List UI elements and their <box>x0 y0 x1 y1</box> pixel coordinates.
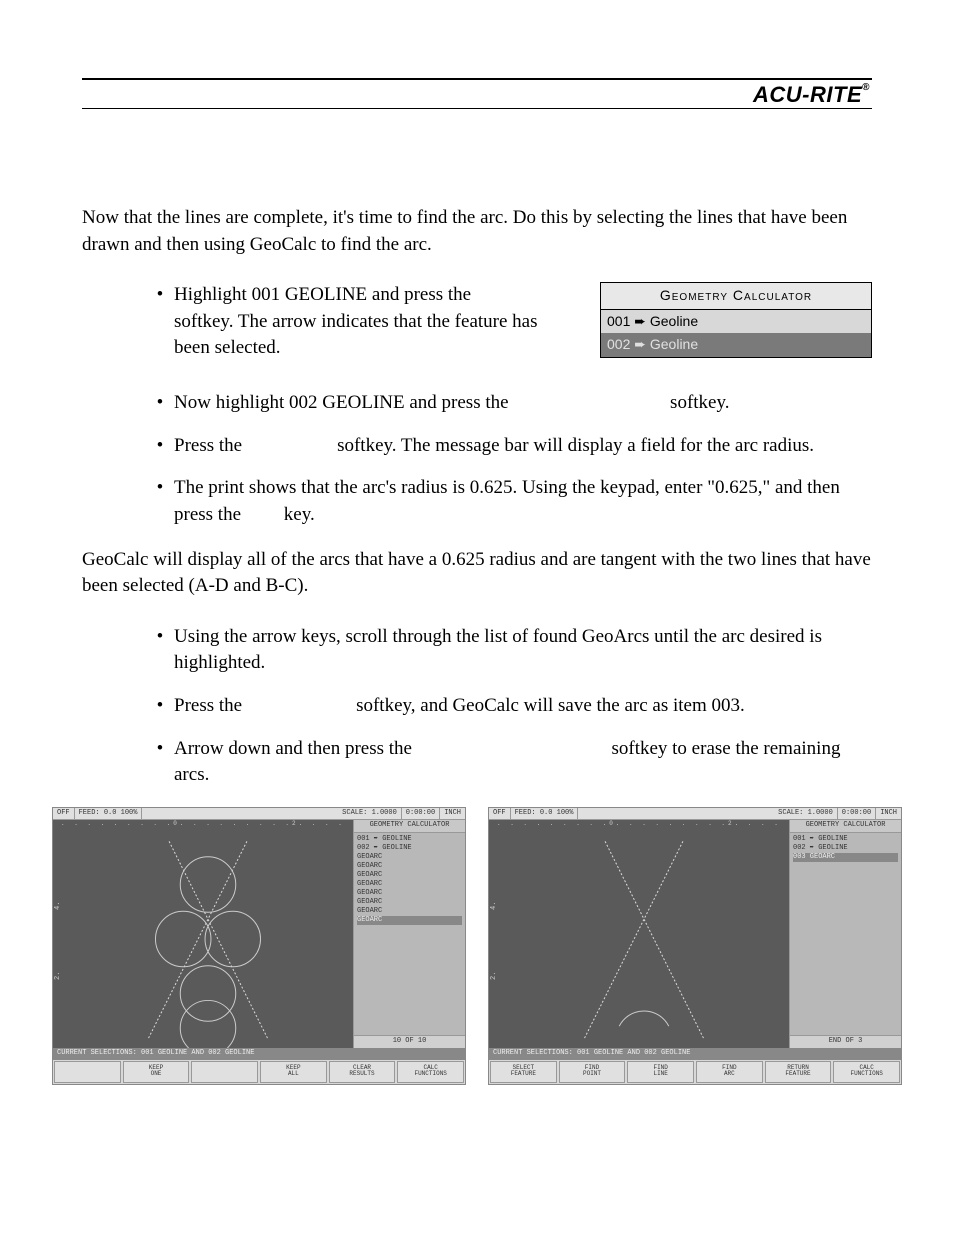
topbar-off: OFF <box>53 808 75 819</box>
side-panel-right: GEOMETRY CALCULATOR 001 ➨ GEOLINE002 ➨ G… <box>789 820 901 1048</box>
bullet-icon: • <box>146 475 174 502</box>
list-item: 002 ➨ GEOLINE <box>793 844 898 853</box>
list-item: GEOARC <box>357 898 462 907</box>
side-footer: END OF 3 <box>790 1035 901 1048</box>
list-item: GEOARC <box>357 853 462 862</box>
topbar: OFF FEED: 0.0 100% SCALE: 1.0000 0:00:00… <box>53 808 465 820</box>
topbar-scale: SCALE: 1.0000 <box>338 808 402 819</box>
topbar-time: 0:00:00 <box>402 808 440 819</box>
bullet-icon: • <box>146 433 174 460</box>
calc-title: Geometry Calculator <box>601 283 871 310</box>
brand-logo: ACU-RITE® <box>82 82 872 108</box>
bullet-icon: • <box>146 736 174 763</box>
ruler-top: . . . . . . . . .0. . . . . . . . .2. . … <box>53 820 353 830</box>
geometry-calculator-inset: Geometry Calculator 001 ➨ Geoline 002 ➨ … <box>600 282 872 358</box>
list-item: GEOARC <box>357 916 462 925</box>
statusbar-right: CURRENT SELECTIONS: 001 GEOLINE AND 002 … <box>489 1048 901 1060</box>
header-rule-top <box>82 78 872 80</box>
softkey-button[interactable]: SELECTFEATURE <box>490 1061 557 1083</box>
side-title: GEOMETRY CALCULATOR <box>790 820 901 833</box>
bullet-icon: • <box>146 624 174 651</box>
softkey-button[interactable]: CLEARRESULTS <box>329 1061 396 1083</box>
softkey-button[interactable]: KEEPALL <box>260 1061 327 1083</box>
bullet-text-3: Press the softkey. The message bar will … <box>174 433 872 460</box>
softkey-button[interactable]: CALCFUNCTIONS <box>397 1061 464 1083</box>
list-item: GEOARC <box>357 862 462 871</box>
topbar-off: OFF <box>489 808 511 819</box>
softkey-button[interactable]: FINDLINE <box>627 1061 694 1083</box>
geometry-drawing-right <box>499 830 789 1048</box>
mid-paragraph: GeoCalc will display all of the arcs tha… <box>82 547 872 600</box>
list-item: 001 ➨ GEOLINE <box>357 835 462 844</box>
ruler-left: 4. 2. <box>53 820 63 1048</box>
screenshot-left: OFF FEED: 0.0 100% SCALE: 1.0000 0:00:00… <box>52 807 466 1085</box>
softkey-button[interactable]: FINDARC <box>696 1061 763 1083</box>
softkey-button[interactable]: RETURNFEATURE <box>765 1061 832 1083</box>
geometry-drawing-left <box>63 830 353 1048</box>
bullet-icon: • <box>146 693 174 720</box>
softkey-button[interactable]: KEEPONE <box>123 1061 190 1083</box>
topbar: OFF FEED: 0.0 100% SCALE: 1.0000 0:00:00… <box>489 808 901 820</box>
list-item: 001 ➨ GEOLINE <box>793 835 898 844</box>
topbar-feed: FEED: 0.0 100% <box>511 808 579 819</box>
side-panel-left: GEOMETRY CALCULATOR 001 ➨ GEOLINE002 ➨ G… <box>353 820 465 1048</box>
statusbar-left: CURRENT SELECTIONS: 001 GEOLINE AND 002 … <box>53 1048 465 1060</box>
side-title: GEOMETRY CALCULATOR <box>354 820 465 833</box>
ruler-top: . . . . . . . . .0. . . . . . . . .2. . … <box>489 820 789 830</box>
list-item: GEOARC <box>357 907 462 916</box>
bullet-text-1: Highlight 001 GEOLINE and press the soft… <box>174 282 574 362</box>
bullet-text-5: Using the arrow keys, scroll through the… <box>174 624 872 677</box>
list-item: 002 ➨ GEOLINE <box>357 844 462 853</box>
calc-row-002: 002 ➨ Geoline <box>601 333 871 357</box>
topbar-feed: FEED: 0.0 100% <box>75 808 143 819</box>
list-item: 003 GEOARC <box>793 853 898 862</box>
list-item: GEOARC <box>357 880 462 889</box>
header-rule-bottom <box>82 108 872 109</box>
topbar-time: 0:00:00 <box>838 808 876 819</box>
softkeys-left: KEEPONE KEEPALLCLEARRESULTSCALCFUNCTIONS <box>53 1060 465 1084</box>
side-footer: 10 OF 10 <box>354 1035 465 1048</box>
canvas-left: . . . . . . . . .0. . . . . . . . .2. . … <box>53 820 353 1048</box>
softkeys-right: SELECTFEATUREFINDPOINTFINDLINEFINDARCRET… <box>489 1060 901 1084</box>
softkey-button[interactable]: FINDPOINT <box>559 1061 626 1083</box>
bullet-text-2: Now highlight 002 GEOLINE and press the … <box>174 390 872 417</box>
canvas-right: . . . . . . . . .0. . . . . . . . .2. . … <box>489 820 789 1048</box>
screenshot-right: OFF FEED: 0.0 100% SCALE: 1.0000 0:00:00… <box>488 807 902 1085</box>
softkey-button[interactable] <box>54 1061 121 1083</box>
side-list-left: 001 ➨ GEOLINE002 ➨ GEOLINE GEOARC GEOARC… <box>354 833 465 1035</box>
softkey-button[interactable] <box>191 1061 258 1083</box>
side-list-right: 001 ➨ GEOLINE002 ➨ GEOLINE003 GEOARC <box>790 833 901 1035</box>
bullet-icon: • <box>146 390 174 417</box>
topbar-unit: INCH <box>440 808 465 819</box>
bullet-text-6: Press the softkey, and GeoCalc will save… <box>174 693 872 720</box>
bullet-text-7: Arrow down and then press the softkey to… <box>174 736 872 789</box>
list-item: GEOARC <box>357 889 462 898</box>
ruler-left: 4. 2. <box>489 820 499 1048</box>
bullet-icon: • <box>146 282 174 309</box>
softkey-button[interactable]: CALCFUNCTIONS <box>833 1061 900 1083</box>
topbar-unit: INCH <box>876 808 901 819</box>
list-item: GEOARC <box>357 871 462 880</box>
bullet-text-4: The print shows that the arc's radius is… <box>174 475 872 528</box>
topbar-scale: SCALE: 1.0000 <box>774 808 838 819</box>
intro-paragraph: Now that the lines are complete, it's ti… <box>82 205 872 258</box>
calc-row-001: 001 ➨ Geoline <box>601 310 871 334</box>
